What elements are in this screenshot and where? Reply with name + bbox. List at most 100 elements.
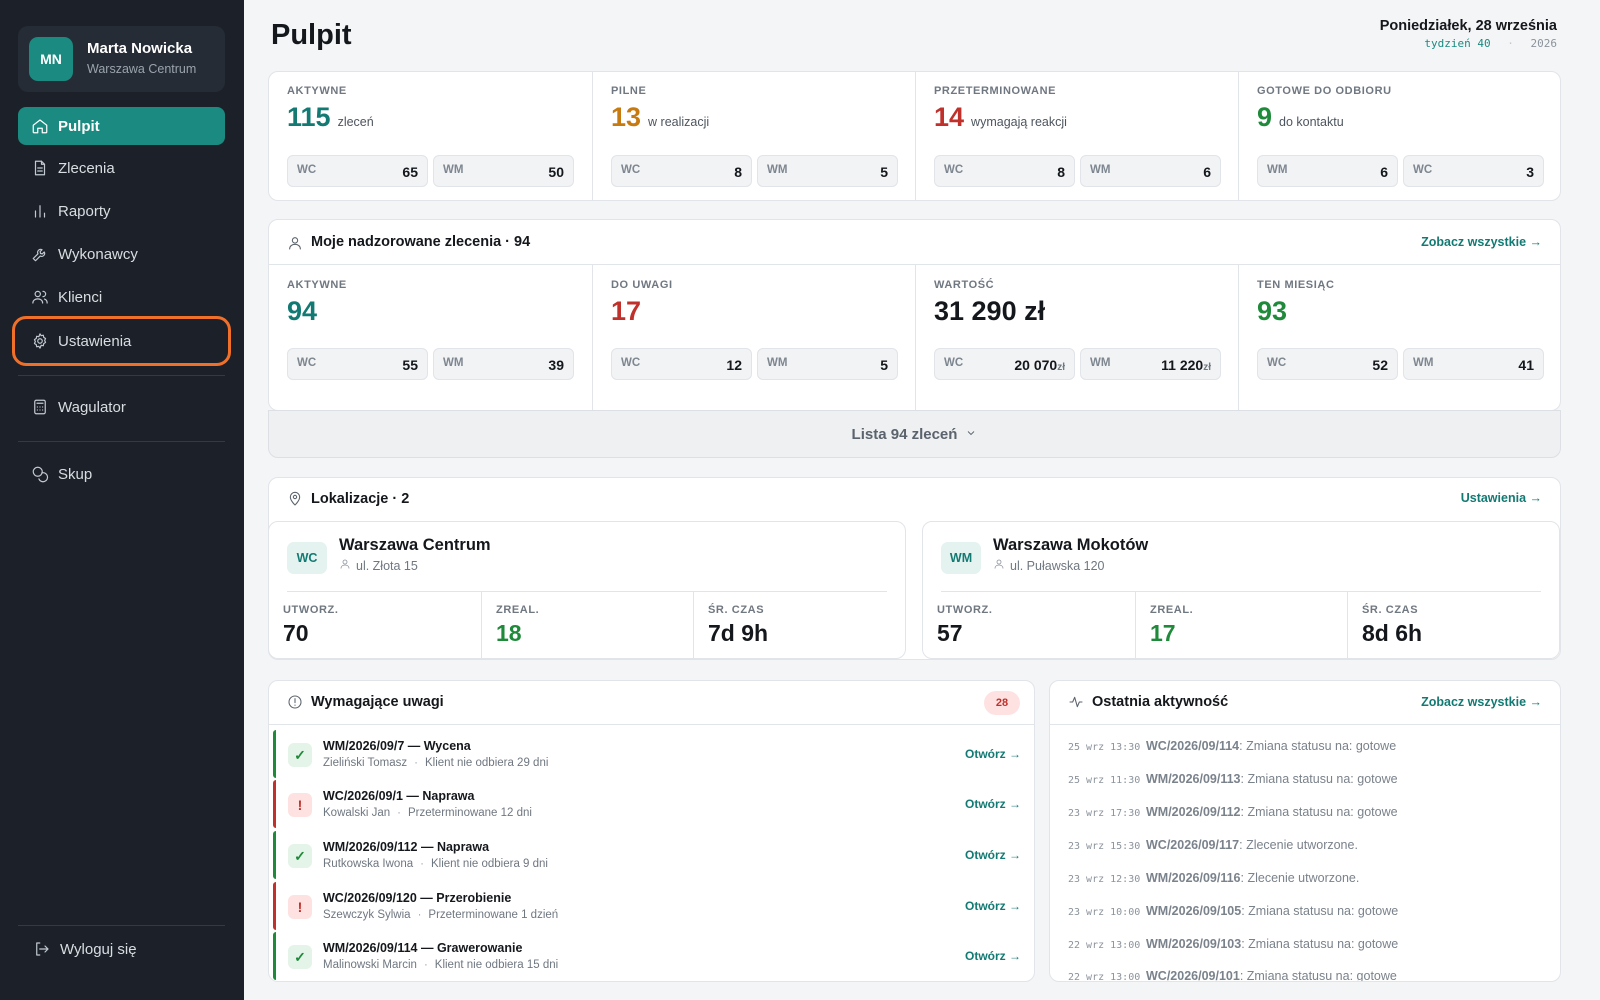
location-stat-label: ŚR. CZAS bbox=[708, 604, 765, 616]
locations-settings-link[interactable]: Ustawienia → bbox=[1460, 491, 1542, 505]
logout-button[interactable]: Wyloguj się bbox=[20, 930, 227, 968]
activity-item[interactable]: 23 wrz 12:30 WM/2026/09/116: Zlecenie utw… bbox=[1068, 871, 1359, 885]
activity-text: : Zmiana statusu na: gotowe bbox=[1239, 739, 1397, 753]
open-link[interactable]: Otwórz → bbox=[965, 899, 1021, 913]
activity-item[interactable]: 23 wrz 15:30 WC/2026/09/117: Zlecenie utw… bbox=[1068, 838, 1358, 852]
check-icon: ✓ bbox=[288, 743, 312, 767]
pill-amount: 11 220 bbox=[1161, 357, 1204, 373]
stat-number: 13 bbox=[611, 102, 642, 132]
stat-label: DO UWAGI bbox=[611, 279, 673, 291]
sidebar-item-pulpit[interactable]: Pulpit bbox=[18, 107, 225, 145]
location-card-wc[interactable]: WC Warszawa Centrum ul. Złota 15 UTWORZ.… bbox=[268, 521, 906, 659]
activity-item[interactable]: 23 wrz 10:00 WM/2026/09/105: Zmiana statu… bbox=[1068, 904, 1398, 918]
pill-key: WC bbox=[1267, 357, 1287, 369]
stat-aktywne[interactable]: AKTYWNE 115 zleceń WC 65 WM 50 bbox=[269, 72, 592, 200]
pill-key: WC bbox=[944, 164, 964, 176]
attention-item-meta: Rutkowska Iwona · Klient nie odbiera 9 dni bbox=[323, 858, 548, 870]
supervised-stat-do-uwagi[interactable]: DO UWAGI 17 WC 12 WM 5 bbox=[592, 265, 915, 412]
activity-order-code: WC/2026/09/114 bbox=[1146, 739, 1240, 753]
avatar: MN bbox=[29, 37, 73, 81]
activity-text: : Zlecenie utworzone. bbox=[1239, 838, 1358, 852]
activity-item[interactable]: 25 wrz 11:30 WM/2026/09/113: Zmiana statu… bbox=[1068, 772, 1398, 786]
attention-item[interactable]: ✓ WM/2026/09/7 — Wycena Zieliński Tomasz… bbox=[273, 730, 1034, 778]
location-pill: WM 5 bbox=[757, 155, 898, 187]
sidebar-item-label: Raporty bbox=[58, 202, 111, 220]
pill-key: WC bbox=[297, 357, 317, 369]
pill-value: 52 bbox=[1372, 357, 1388, 373]
attention-title: Wymagające uwagi bbox=[311, 694, 444, 710]
location-stat-value: 8d 6h bbox=[1362, 620, 1423, 646]
sidebar-item-raporty[interactable]: Raporty bbox=[18, 192, 225, 230]
week-info: tydzień 40 · 2026 bbox=[1424, 37, 1557, 50]
stat-number: 14 bbox=[934, 102, 965, 132]
location-name: Warszawa Centrum bbox=[339, 536, 491, 554]
open-link[interactable]: Otwórz → bbox=[965, 747, 1021, 761]
activity-item[interactable]: 25 wrz 13:30 WC/2026/09/114: Zmiana statu… bbox=[1068, 739, 1396, 753]
pill-value: 6 bbox=[1380, 164, 1388, 180]
view-all-activity-link[interactable]: Zobacz wszystkie → bbox=[1421, 695, 1542, 709]
stat-przeterminowane[interactable]: PRZETERMINOWANE 14 wymagają reakcji WC 8 … bbox=[915, 72, 1238, 200]
logout-label: Wyloguj się bbox=[60, 940, 137, 958]
user-card[interactable]: MN Marta Nowicka Warszawa Centrum bbox=[18, 26, 225, 92]
week-separator: · bbox=[1507, 37, 1514, 50]
attention-item-person: Kowalski Jan bbox=[323, 807, 391, 819]
attention-item[interactable]: ! WC/2026/09/1 — Naprawa Kowalski Jan · Pr… bbox=[273, 780, 1034, 828]
stat-value: 13 w realizacji bbox=[611, 102, 709, 133]
activity-time: 22 wrz 13:00 bbox=[1068, 940, 1141, 951]
pill-key: WC bbox=[621, 357, 641, 369]
locations-title: Lokalizacje · 2 bbox=[311, 491, 410, 507]
view-all-supervised-link[interactable]: Zobacz wszystkie → bbox=[1421, 235, 1542, 249]
location-stat: UTWORZ. 70 bbox=[269, 592, 481, 659]
sidebar-item-label: Zlecenia bbox=[58, 159, 115, 177]
sidebar-item-klienci[interactable]: Klienci bbox=[18, 278, 225, 316]
attention-item-note: Przeterminowane 1 dzień bbox=[428, 909, 559, 921]
location-pill: WC 55 bbox=[287, 348, 428, 380]
activity-order-code: WC/2026/09/117 bbox=[1146, 838, 1240, 852]
meta-dot: · bbox=[414, 757, 418, 769]
location-card-wm[interactable]: WM Warszawa Mokotów ul. Puławska 120 UTW… bbox=[922, 521, 1560, 659]
gear-icon bbox=[31, 332, 49, 350]
activity-item[interactable]: 22 wrz 13:00 WC/2026/09/101: Zmiana statu… bbox=[1068, 969, 1397, 982]
attention-item-meta: Szewczyk Sylwia · Przeterminowane 1 dzień bbox=[323, 909, 558, 921]
sidebar-item-wagulator[interactable]: Wagulator bbox=[18, 388, 225, 426]
attention-item[interactable]: ! WC/2026/09/120 — Przerobienie Szewczyk… bbox=[273, 882, 1034, 930]
attention-item[interactable]: ✓ WM/2026/09/114 — Grawerowanie Malinows… bbox=[273, 932, 1034, 980]
attention-item-person: Rutkowska Iwona bbox=[323, 858, 414, 870]
location-stat: ZREAL. 18 bbox=[481, 592, 693, 659]
supervised-stat-wartosc[interactable]: WARTOŚĆ 31 290 zł WC 20 070zł WM 11 220zł bbox=[915, 265, 1238, 412]
location-pill: WM 6 bbox=[1080, 155, 1221, 187]
stat-pilne[interactable]: PILNE 13 w realizacji WC 8 WM 5 bbox=[592, 72, 915, 200]
document-icon bbox=[31, 159, 49, 177]
attention-item-person: Malinowski Marcin bbox=[323, 959, 417, 971]
orders-list-toggle[interactable]: Lista 94 zleceń bbox=[268, 410, 1561, 458]
location-stat-value: 57 bbox=[937, 620, 963, 646]
stat-label: GOTOWE DO ODBIORU bbox=[1257, 85, 1392, 97]
sidebar-item-ustawienia[interactable]: Ustawienia bbox=[12, 316, 231, 366]
sidebar-item-wykonawcy[interactable]: Wykonawcy bbox=[18, 235, 225, 273]
panel-divider bbox=[1050, 724, 1560, 725]
supervised-stat-ten-miesiac[interactable]: TEN MIESIĄC 93 WC 52 WM 41 bbox=[1238, 265, 1561, 412]
open-link[interactable]: Otwórz → bbox=[965, 949, 1021, 963]
stat-gotowe[interactable]: GOTOWE DO ODBIORU 9 do kontaktu WM 6 WC 3 bbox=[1238, 72, 1561, 200]
pill-value: 8 bbox=[1057, 164, 1065, 180]
sidebar-item-zlecenia[interactable]: Zlecenia bbox=[18, 149, 225, 187]
pill-key: WC bbox=[1413, 164, 1433, 176]
activity-item[interactable]: 22 wrz 13:00 WM/2026/09/103: Zmiana statu… bbox=[1068, 937, 1398, 951]
supervised-stat-aktywne[interactable]: AKTYWNE 94 WC 55 WM 39 bbox=[269, 265, 592, 412]
attention-item[interactable]: ✓ WM/2026/09/112 — Naprawa Rutkowska Iwo… bbox=[273, 831, 1034, 879]
check-icon: ✓ bbox=[288, 844, 312, 868]
activity-item[interactable]: 23 wrz 17:30 WM/2026/09/112: Zmiana statu… bbox=[1068, 805, 1398, 819]
location-stat-value: 70 bbox=[283, 620, 309, 646]
stat-unit: zleceń bbox=[337, 115, 374, 129]
open-link[interactable]: Otwórz → bbox=[965, 848, 1021, 862]
pill-value: 12 bbox=[726, 357, 742, 373]
stat-value: 14 wymagają reakcji bbox=[934, 102, 1067, 133]
location-stat-value: 17 bbox=[1150, 620, 1176, 646]
open-link[interactable]: Otwórz → bbox=[965, 797, 1021, 811]
stat-label: PRZETERMINOWANE bbox=[934, 85, 1057, 97]
stat-number: 9 bbox=[1257, 102, 1273, 132]
sidebar-item-skup[interactable]: Skup bbox=[18, 455, 225, 493]
activity-text: : Zmiana statusu na: gotowe bbox=[1239, 969, 1397, 982]
location-stat-value: 7d 9h bbox=[708, 620, 769, 646]
attention-panel: Wymagające uwagi 28 ✓ WM/2026/09/7 — Wyc… bbox=[268, 680, 1035, 982]
